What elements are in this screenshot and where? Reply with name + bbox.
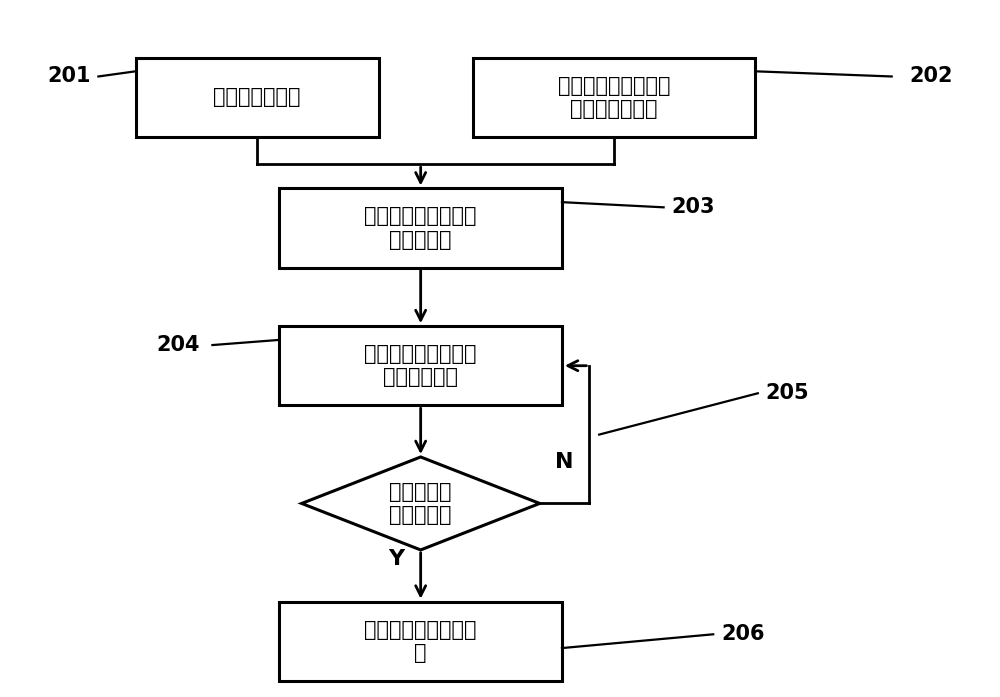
Text: N: N [555, 452, 574, 472]
Bar [279, 602, 562, 681]
Text: 201: 201 [47, 66, 90, 86]
Polygon shape [302, 457, 540, 550]
Text: 状态方程、输入输出
方程迭代运算: 状态方程、输入输出 方程迭代运算 [364, 344, 477, 388]
Text: 输入通过动态分析设
定的模板参数值: 输入通过动态分析设 定的模板参数值 [558, 75, 670, 118]
Text: 202: 202 [910, 66, 953, 86]
Text: 输入灰度化图像: 输入灰度化图像 [213, 87, 301, 107]
Text: Y: Y [388, 549, 404, 569]
Bar [473, 58, 755, 137]
Text: 205: 205 [766, 383, 809, 404]
Text: 设置循环次数、判断
稳定性标志: 设置循环次数、判断 稳定性标志 [364, 206, 477, 250]
Bar [279, 326, 562, 406]
Text: 判断网络是
否完全收敛: 判断网络是 否完全收敛 [389, 482, 452, 525]
Text: 206: 206 [721, 625, 765, 644]
Text: 203: 203 [672, 197, 715, 217]
Text: 204: 204 [156, 335, 199, 355]
Bar [136, 58, 379, 137]
Bar [279, 188, 562, 268]
Text: 输出提取边缘后的图
像: 输出提取边缘后的图 像 [364, 620, 477, 663]
